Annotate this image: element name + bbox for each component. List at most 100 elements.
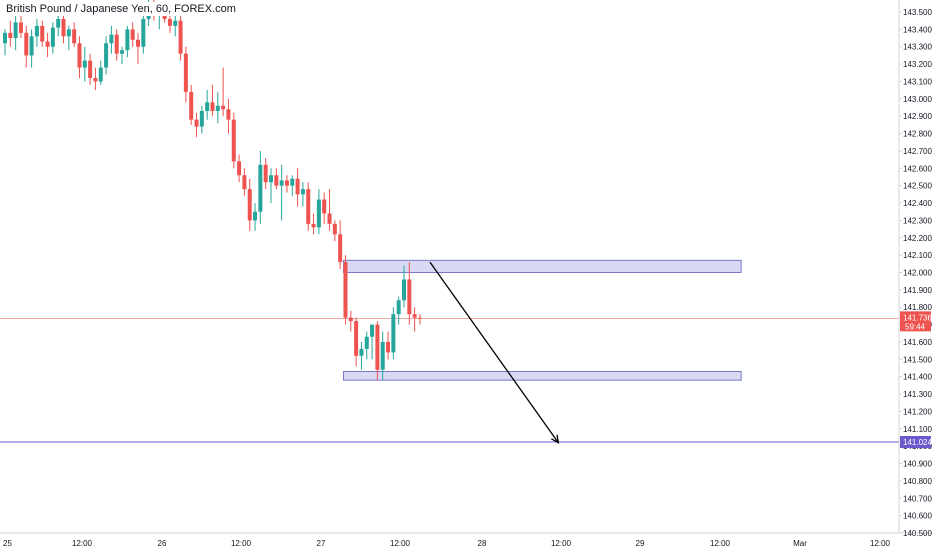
target-price-label: 141.024 [903,438,932,447]
candle [34,18,39,47]
candle-body [269,175,273,183]
candle [322,192,327,224]
price-tick-label: 142.800 [903,130,932,139]
time-tick-label: 29 [636,539,645,548]
candle [205,90,210,120]
candle [45,32,50,58]
candle [354,317,359,367]
candle-body [221,105,226,110]
candle-body [375,324,380,370]
candle [66,25,71,51]
candle [3,29,7,56]
candle-body [391,314,396,353]
candle [338,220,343,270]
price-tick-label: 142.000 [903,269,932,278]
candle [215,91,220,124]
candle [290,175,295,197]
candle [18,12,23,39]
candle [72,22,77,47]
candle-body [396,300,401,315]
time-tick-label: 26 [158,539,167,548]
candle [269,168,273,204]
candle [386,331,391,360]
candle-body [322,199,327,214]
candle-body [40,25,45,42]
candle [391,307,396,360]
candle-body [77,43,82,68]
candle [8,20,13,47]
countdown-label: 59:44 [905,322,926,331]
candle-body [82,60,87,68]
candle [77,36,82,78]
candle-body [348,317,353,322]
candle-body [189,91,194,120]
candle-body [88,60,93,78]
candle [364,331,369,360]
candle [396,296,401,325]
candle [311,213,316,235]
candle-body [178,20,183,54]
candle-body [343,262,348,318]
candle-body [412,314,417,318]
price-tick-label: 141.800 [903,303,932,312]
candle [284,175,289,193]
price-tick-label: 142.500 [903,182,932,191]
candle-body [72,29,77,44]
candle-body [253,211,258,221]
candle-body [370,324,375,337]
price-axis[interactable]: 143.500 143.400 143.300 143.200 143.100 143.0… [899,8,932,538]
candle [130,22,135,47]
candle [24,25,29,68]
candle-body [231,119,236,162]
candle-body [237,161,242,176]
candle [114,29,119,61]
candle-body [173,20,178,26]
candle-body [167,18,172,26]
candle [189,84,194,125]
price-tick-label: 142.900 [903,112,932,121]
price-tick-label: 140.600 [903,512,932,521]
candle [93,67,98,91]
price-tick-label: 141.500 [903,355,932,364]
target-price-badge [900,435,931,448]
candle-body [24,32,29,56]
candle [88,53,93,85]
candle [274,168,279,190]
candle [327,189,332,231]
candle-body [407,279,412,315]
price-tick-label: 143.300 [903,43,932,52]
candle-body [226,109,231,120]
candle-body [194,119,199,127]
candle-body [247,189,252,221]
price-tick-label: 140.700 [903,494,932,503]
candle [221,67,226,117]
time-tick-label: 12:00 [870,539,891,548]
time-tick-label: 12:00 [710,539,731,548]
candle [98,60,103,85]
candle [40,20,45,47]
candle-body [402,279,406,301]
candle-body [13,22,18,39]
candle-body [364,336,369,349]
candle [226,98,231,134]
zone-1[interactable] [342,259,742,273]
candle [295,168,300,207]
candle [29,29,34,68]
candle [316,189,321,235]
candle-body [18,22,23,33]
candle-body [215,105,220,111]
candle-body [125,29,130,51]
candle [359,341,364,370]
price-tick-label: 142.700 [903,147,932,156]
candle-body [263,164,268,183]
candle [247,178,252,231]
candle-body [417,317,422,319]
price-tick-label: 142.600 [903,164,932,173]
candle-body [338,234,343,263]
time-axis[interactable]: 25 12:00 26 12:00 27 12:00 28 12:00 29 12:00 Mar 12… [3,539,891,548]
zone-2[interactable] [342,370,742,381]
candle-body [279,180,284,186]
candle [412,307,417,332]
candle [141,12,146,54]
